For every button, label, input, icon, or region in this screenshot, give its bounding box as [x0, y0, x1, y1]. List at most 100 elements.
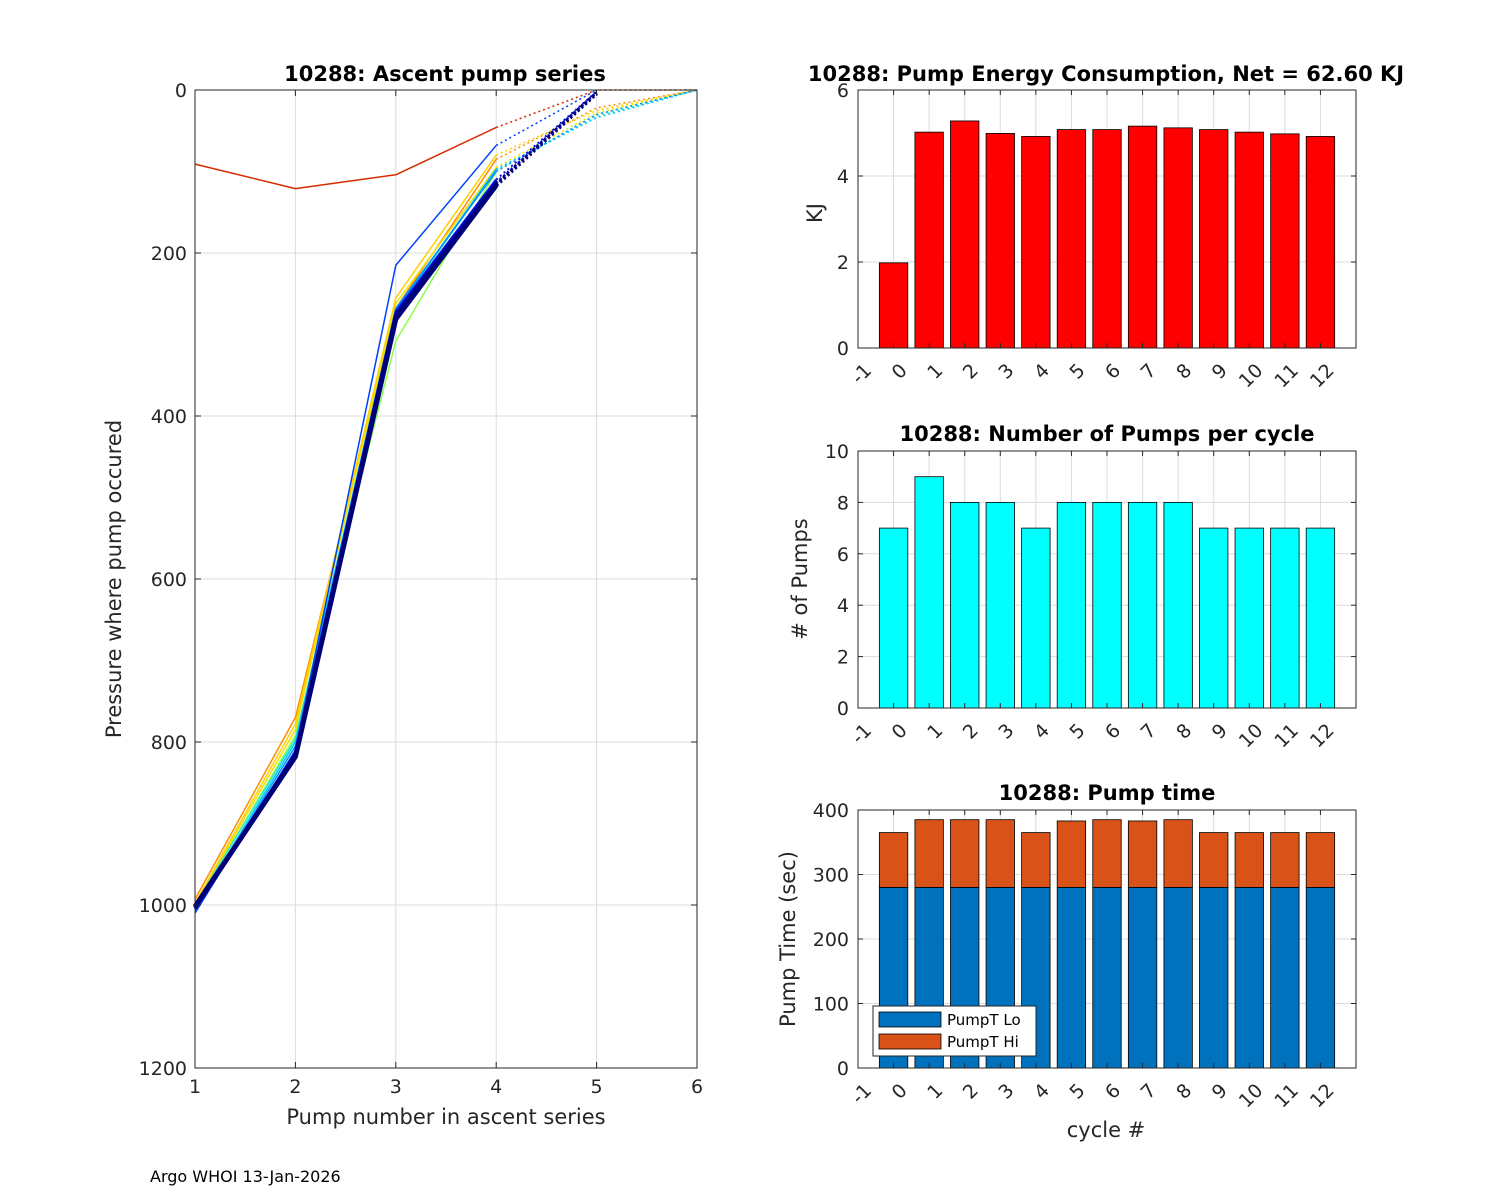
y-tick-label: 0 — [837, 698, 849, 720]
y-tick-label: 6 — [837, 544, 849, 566]
y-tick-label: 2 — [837, 647, 849, 669]
x-tick-label: 4 — [490, 1076, 502, 1098]
bar-pumpt-hi — [1056, 820, 1087, 888]
y-tick-label: 8 — [837, 492, 849, 514]
x-tick-label: 10 — [1235, 1080, 1268, 1113]
bar — [1092, 501, 1122, 709]
x-tick-label: 12 — [1306, 360, 1339, 393]
y-tick-label: 400 — [813, 800, 849, 822]
pumps-chart-title: 10288: Number of Pumps per cycle — [899, 422, 1314, 446]
bar — [1234, 527, 1264, 709]
bar — [1199, 527, 1229, 709]
y-tick-label: 10 — [825, 441, 849, 463]
x-tick-label: 9 — [1208, 1080, 1232, 1104]
x-tick-label: -1 — [847, 1080, 876, 1109]
bar-pumpt-hi — [1021, 832, 1051, 888]
pump-time-chart-title: 10288: Pump time — [999, 781, 1216, 805]
x-tick-label: 5 — [1065, 1080, 1089, 1104]
x-tick-label: 4 — [1030, 1080, 1054, 1104]
bar-pumpt-hi — [1127, 820, 1158, 888]
x-tick-label: 2 — [959, 360, 983, 384]
x-tick-label: 7 — [1137, 720, 1161, 744]
bar-pumpt-hi — [1270, 832, 1300, 888]
x-tick-label: 4 — [1030, 720, 1054, 744]
x-tick-label: 2 — [959, 1080, 983, 1104]
legend-swatch-pumpt-lo — [878, 1011, 942, 1028]
bar-pumpt-hi — [1234, 832, 1264, 888]
bar-pumpt-lo — [1092, 887, 1122, 1069]
bar — [985, 133, 1015, 349]
y-tick-label: 6 — [837, 80, 849, 102]
y-tick-label: 0 — [175, 80, 187, 102]
pump-time-x-label: cycle # — [1067, 1118, 1146, 1142]
x-tick-label: 3 — [994, 1080, 1018, 1104]
x-tick-label: 11 — [1270, 720, 1303, 753]
x-tick-label: 7 — [1137, 1080, 1161, 1104]
y-tick-label: 0 — [837, 338, 849, 360]
x-tick-label: 1 — [923, 1080, 947, 1104]
bar-pumpt-hi — [950, 819, 980, 888]
bar — [1305, 527, 1336, 709]
x-tick-label: 1 — [923, 720, 947, 744]
bar-pumpt-hi — [1305, 832, 1336, 888]
x-tick-label: 2 — [289, 1076, 301, 1098]
pump-time-chart: 10288: Pump time -1 0 1 2 3 4 5 6 7 8 9 10 11 1201002… — [776, 781, 1357, 1142]
bar — [1021, 136, 1051, 349]
bar-pumpt-lo — [1199, 887, 1229, 1069]
bar-pumpt-lo — [1270, 887, 1300, 1069]
y-tick-label: 2 — [837, 252, 849, 274]
x-tick-label: 1 — [189, 1076, 201, 1098]
legend-label-pumpt-hi: PumpT Hi — [947, 1033, 1019, 1051]
x-tick-label: 0 — [888, 360, 912, 384]
x-tick-label: 4 — [1030, 360, 1054, 384]
y-tick-label: 4 — [837, 166, 849, 188]
x-tick-label: 7 — [1137, 360, 1161, 384]
bar — [1127, 125, 1158, 349]
x-tick-label: 1 — [923, 360, 947, 384]
ascent-chart-title: 10288: Ascent pump series — [284, 62, 606, 86]
bar — [1270, 527, 1300, 709]
x-tick-label: 6 — [1101, 720, 1125, 744]
y-tick-label: 1200 — [139, 1058, 187, 1080]
x-tick-label: -1 — [847, 360, 876, 389]
bar-pumpt-hi — [878, 832, 909, 888]
bar — [1163, 501, 1193, 709]
bar-pumpt-hi — [914, 819, 944, 888]
bar-pumpt-lo — [1305, 887, 1336, 1069]
y-tick-label: 4 — [837, 595, 849, 617]
series-line-dotted — [495, 89, 698, 173]
legend-label-pumpt-lo: PumpT Lo — [947, 1011, 1021, 1029]
energy-chart: 10288: Pump Energy Consumption, Net = 62… — [803, 62, 1404, 392]
x-tick-label: 3 — [994, 720, 1018, 744]
ascent-y-label: Pressure where pump occured — [102, 420, 126, 738]
series-line-dotted — [495, 89, 698, 156]
series-line-solid — [192, 183, 499, 909]
y-tick-label: 200 — [813, 929, 849, 951]
x-tick-label: 6 — [1101, 1080, 1125, 1104]
bar — [1199, 129, 1229, 349]
bar — [1056, 129, 1087, 349]
series-line-solid — [194, 166, 497, 906]
series-line-solid — [194, 126, 497, 190]
x-tick-label: 11 — [1270, 1080, 1303, 1113]
x-tick-label: 8 — [1172, 1080, 1196, 1104]
footer-text: Argo WHOI 13-Jan-2026 — [150, 1167, 341, 1186]
bar — [1305, 136, 1336, 349]
y-tick-label: 400 — [151, 406, 187, 428]
bar — [1234, 131, 1264, 349]
x-tick-label: 10 — [1235, 360, 1268, 393]
series-line-dotted — [495, 89, 597, 147]
x-tick-label: 6 — [691, 1076, 703, 1098]
bar-pumpt-lo — [1056, 887, 1087, 1069]
x-tick-label: 0 — [888, 720, 912, 744]
bar — [1270, 133, 1300, 349]
energy-chart-title: 10288: Pump Energy Consumption, Net = 62… — [808, 62, 1404, 86]
bar-pumpt-lo — [1234, 887, 1264, 1069]
bar — [1127, 501, 1158, 709]
x-tick-label: 12 — [1306, 720, 1339, 753]
pump-time-legend: PumpT Lo PumpT Hi — [872, 1005, 1037, 1057]
y-tick-label: 300 — [813, 865, 849, 887]
x-tick-label: 5 — [591, 1076, 603, 1098]
x-tick-label: 3 — [390, 1076, 402, 1098]
